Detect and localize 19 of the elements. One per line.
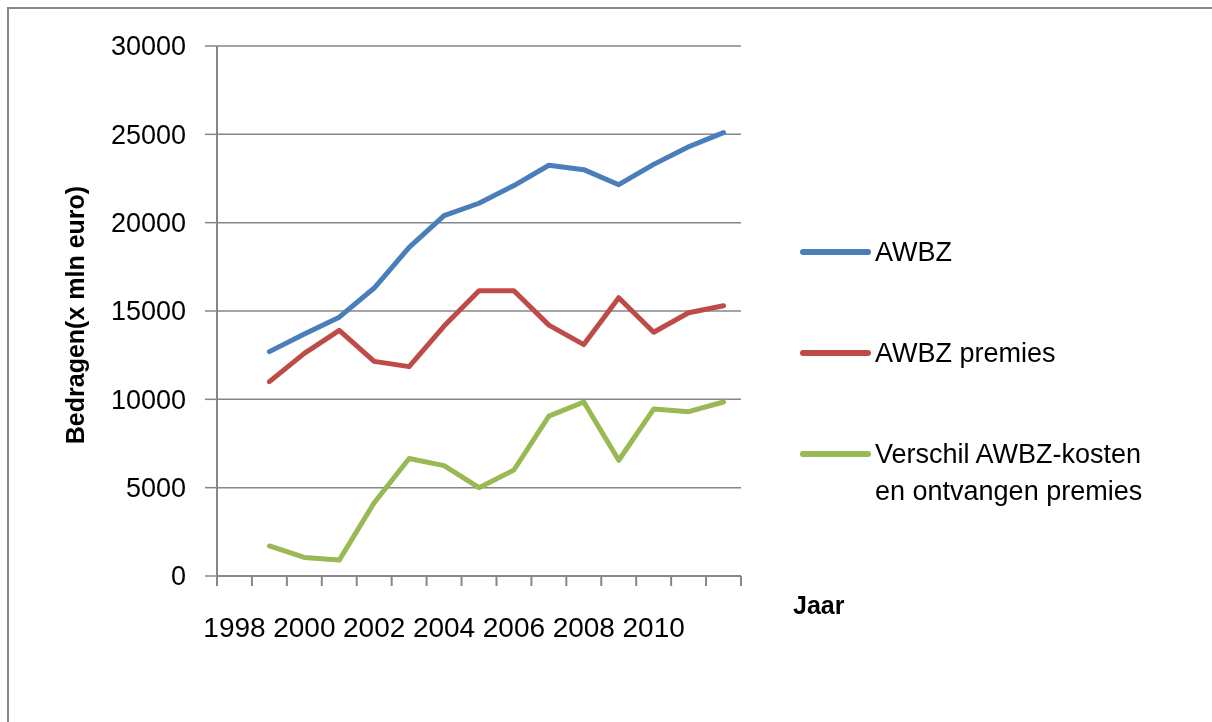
y-tick-label: 15000 [110,296,186,327]
x-tick-label: 2000 [273,612,336,643]
x-tick-label: 2006 [482,612,546,643]
y-tick-label: 25000 [110,119,186,150]
y-axis-title: Bedragen(x mln euro) [61,185,89,445]
x-tick-label: 1998 [203,612,266,643]
x-tick-label: 2002 [343,612,406,643]
y-tick-label: 0 [170,561,186,592]
x-tick-label: 2004 [412,612,476,643]
x-axis-title: Jaar [793,591,845,619]
legend-label: AWBZ [875,237,952,268]
legend-label: Verschil AWBZ-kosten en ontvangen premies [875,439,1143,506]
y-tick-label: 30000 [110,31,186,62]
x-tick-label: 2008 [552,612,615,643]
y-tick-label: 5000 [125,473,186,504]
y-tick-label: 20000 [110,208,186,239]
x-tick-label: 2010 [622,612,685,643]
y-tick-label: 10000 [110,384,186,415]
legend-label: AWBZ premies [875,338,1056,369]
